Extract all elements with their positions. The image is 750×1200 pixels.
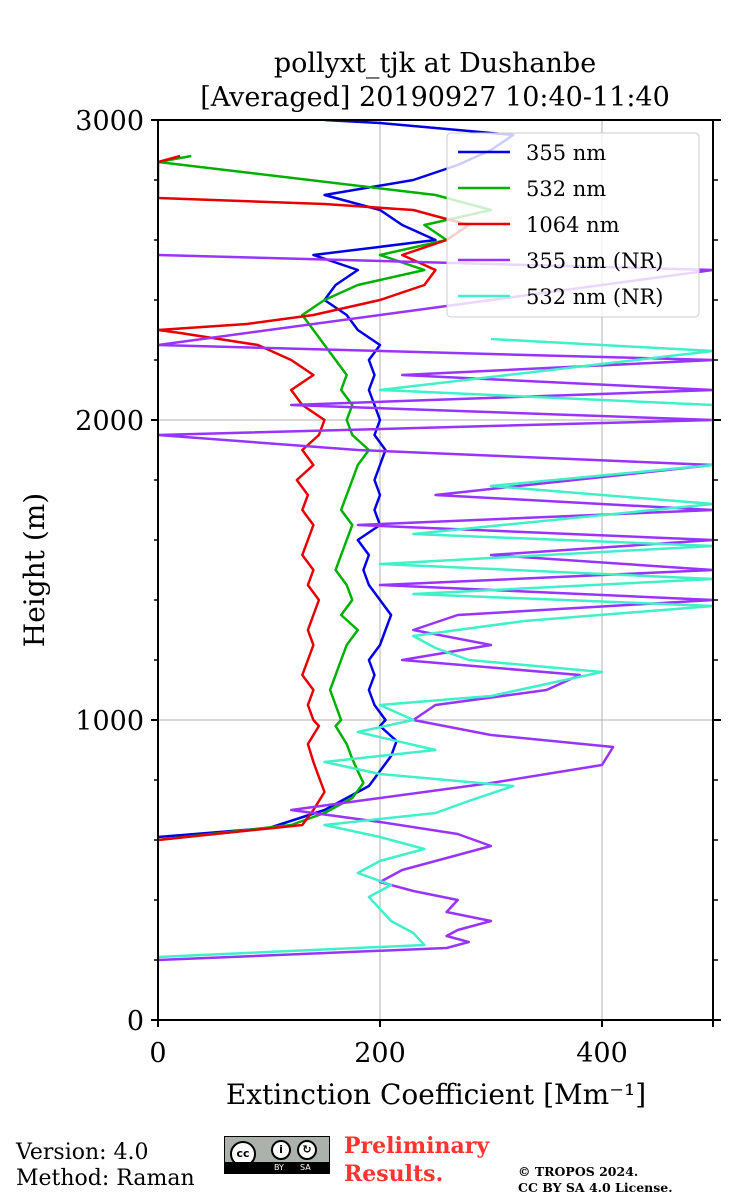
- legend-label-532: 532 nm: [526, 177, 606, 201]
- series-line-1: [158, 154, 493, 842]
- x-tick-label: 200: [354, 1038, 406, 1069]
- copyright-line-2: CC BY SA 4.0 License.: [518, 1180, 673, 1195]
- preliminary-results-notice: Preliminary Results.: [344, 1132, 489, 1188]
- axis-ticks: 0 200 400 0 1000 2000 3000: [75, 106, 721, 1069]
- series-line-4: [158, 337, 713, 959]
- cc-license-badge: cc i ↻ BY SA: [224, 1136, 330, 1174]
- y-axis-label: Height (m): [18, 493, 51, 647]
- x-tick-label: 400: [576, 1038, 628, 1069]
- legend-label-1064: 1064 nm: [526, 213, 620, 237]
- series-line-0: [158, 120, 515, 839]
- cc-sa-label: SA: [300, 1163, 311, 1172]
- legend-box: [446, 132, 700, 318]
- copyright-notice: © TROPOS 2024. CC BY SA 4.0 License.: [518, 1164, 673, 1196]
- legend: 355 nm 532 nm 1064 nm 355 nm (NR) 532 nm…: [446, 132, 700, 318]
- series-line-3: [158, 253, 713, 962]
- legend-label-355-nr: 355 nm (NR): [526, 249, 663, 273]
- legend-label-532-nr: 532 nm (NR): [526, 285, 663, 309]
- series-layer: [158, 120, 713, 962]
- y-tick-label: 1000: [75, 706, 144, 737]
- y-tick-label: 0: [127, 1006, 144, 1037]
- extinction-chart: pollyxt_tjk at Dushanbe [Averaged] 20190…: [18, 48, 721, 1111]
- preliminary-line-1: Preliminary: [344, 1133, 490, 1159]
- preliminary-line-2: Results.: [344, 1161, 444, 1187]
- x-tick-label: 0: [149, 1038, 166, 1069]
- x-axis-label: Extinction Coefficient [Mm⁻¹]: [226, 1078, 646, 1111]
- attribution-icon: i: [271, 1140, 291, 1160]
- y-tick-label: 3000: [75, 106, 144, 137]
- copyright-line-1: © TROPOS 2024.: [518, 1164, 639, 1179]
- chart-title-line-1: pollyxt_tjk at Dushanbe: [274, 48, 596, 79]
- cc-badge-bar: BY SA: [225, 1162, 329, 1173]
- cc-by-label: BY: [274, 1163, 284, 1172]
- series-line-2: [158, 154, 471, 842]
- method-text: Method: Raman: [16, 1166, 195, 1191]
- version-text: Version: 4.0: [16, 1140, 149, 1165]
- plot-frame: [157, 119, 714, 1021]
- y-tick-label: 2000: [75, 406, 144, 437]
- chart-title-line-2: [Averaged] 20190927 10:40-11:40: [200, 82, 670, 113]
- share-alike-icon: ↻: [297, 1140, 317, 1160]
- legend-label-355: 355 nm: [526, 141, 606, 165]
